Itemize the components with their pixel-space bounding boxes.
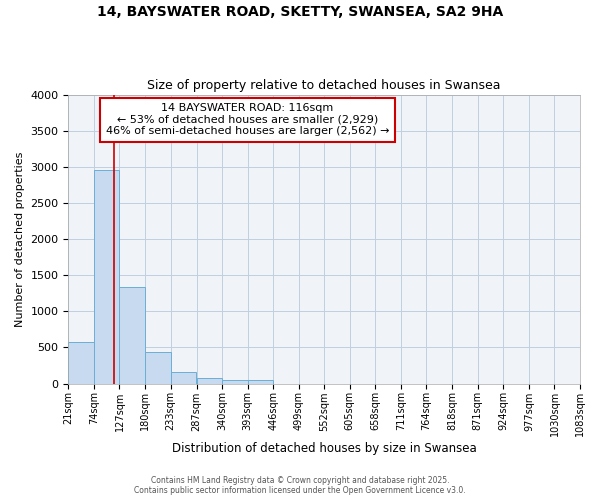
Text: 14 BAYSWATER ROAD: 116sqm
← 53% of detached houses are smaller (2,929)
46% of se: 14 BAYSWATER ROAD: 116sqm ← 53% of detac… — [106, 103, 389, 136]
Bar — [68, 342, 94, 384]
Bar — [119, 286, 145, 384]
X-axis label: Distribution of detached houses by size in Swansea: Distribution of detached houses by size … — [172, 442, 476, 455]
Bar — [248, 380, 273, 384]
Text: Contains HM Land Registry data © Crown copyright and database right 2025.
Contai: Contains HM Land Registry data © Crown c… — [134, 476, 466, 495]
Bar — [94, 170, 119, 384]
Text: 14, BAYSWATER ROAD, SKETTY, SWANSEA, SA2 9HA: 14, BAYSWATER ROAD, SKETTY, SWANSEA, SA2… — [97, 5, 503, 19]
Y-axis label: Number of detached properties: Number of detached properties — [15, 152, 25, 326]
Bar — [170, 372, 196, 384]
Bar — [145, 352, 170, 384]
Title: Size of property relative to detached houses in Swansea: Size of property relative to detached ho… — [148, 79, 501, 92]
Bar — [197, 378, 222, 384]
Bar — [222, 380, 248, 384]
